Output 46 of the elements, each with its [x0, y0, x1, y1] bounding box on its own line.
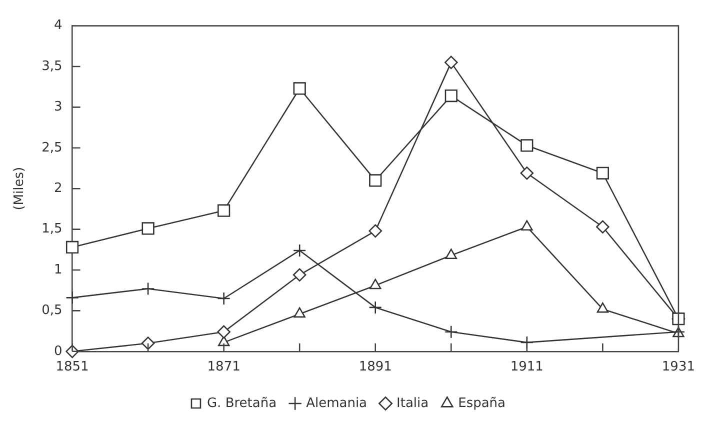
- legend-label: Alemania: [306, 396, 368, 411]
- y-axis-title: (Miles): [12, 166, 28, 210]
- point: [445, 248, 457, 259]
- point: [596, 166, 609, 180]
- point: [520, 139, 534, 152]
- point: [444, 325, 458, 339]
- point: [370, 278, 382, 290]
- point: [218, 204, 230, 217]
- point: [368, 300, 382, 314]
- x-tick-label: 1891: [358, 360, 392, 375]
- point: [141, 336, 155, 350]
- point: [444, 89, 458, 102]
- y-tick-label: 2,5: [42, 140, 62, 156]
- x-tick-label: 1931: [662, 360, 696, 375]
- y-tick-label: 1: [54, 262, 62, 278]
- legend-label: Italia: [396, 396, 429, 411]
- y-tick-label: 3: [54, 100, 62, 115]
- point: [66, 291, 79, 304]
- legend-label: G. Bretaña: [206, 396, 277, 411]
- x-tick-label: 1871: [207, 360, 240, 375]
- legend-label: España: [458, 396, 506, 411]
- y-tick-label: 0,5: [42, 303, 62, 318]
- point: [217, 292, 230, 306]
- y-tick-label: 3,5: [42, 58, 62, 74]
- point: [292, 244, 306, 258]
- x-tick-label: 1911: [510, 360, 544, 375]
- point: [141, 282, 155, 296]
- point: [444, 56, 458, 70]
- y-tick-label: 1,5: [42, 222, 62, 237]
- y-tick-label: 0: [54, 344, 62, 359]
- point: [521, 220, 533, 231]
- x-tick-label: 1851: [56, 360, 89, 375]
- point: [294, 307, 306, 318]
- point: [293, 82, 306, 95]
- point: [520, 166, 534, 180]
- point: [672, 312, 685, 326]
- y-tick-label: 2: [54, 180, 62, 196]
- y-tick-label: 4: [54, 18, 62, 34]
- point: [596, 302, 609, 313]
- point: [142, 222, 154, 235]
- point: [369, 174, 382, 187]
- point: [596, 220, 610, 234]
- point: [368, 224, 382, 238]
- point: [66, 240, 79, 254]
- point: [217, 325, 230, 339]
- point: [292, 268, 306, 282]
